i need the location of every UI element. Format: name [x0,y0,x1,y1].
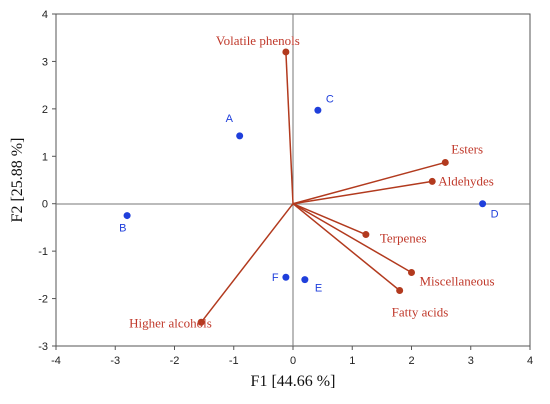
observation-point [314,106,322,114]
vector-line [200,203,294,323]
vector-endpoint [396,287,404,295]
y-tick-labels: 4 3 2 1 0 -1 -2 -3 [38,9,56,353]
y-tick-label: 1 [42,151,48,163]
observation-point [236,132,244,140]
x-tick-label: 0 [290,355,296,367]
observation-point [479,200,487,208]
y-tick-label: 2 [42,104,48,116]
variable-label: Esters [451,141,483,156]
x-tick-label: -4 [51,355,61,367]
vector-endpoint [408,268,415,276]
vector-endpoint [428,177,436,185]
vector-line [285,51,294,204]
x-tick-label: 2 [408,355,414,367]
variable-label: Aldehydes [438,173,494,188]
vector-line [292,203,412,274]
variable-label: Terpenes [380,231,427,246]
vector-endpoint [441,158,449,166]
y-tick-label: -3 [38,341,48,353]
x-tick-labels: -4 -3 -2 -1 0 1 2 3 4 [51,346,533,367]
x-tick-label: 1 [349,355,355,367]
x-tick-label: -1 [229,355,239,367]
vector-line [292,180,433,205]
vector-line [292,203,401,292]
vector-line [292,203,367,236]
x-tick-label: -2 [170,355,180,367]
vector-endpoint [362,231,370,239]
observation-label: B [119,223,126,235]
y-tick-label: -2 [38,294,48,306]
variable-label: Miscellaneous [420,273,495,288]
observation-label: D [491,209,499,221]
y-tick-label: -1 [38,246,48,258]
x-tick-label: 3 [468,355,474,367]
x-tick-label: 4 [527,355,533,367]
observation-label: A [226,113,234,125]
vector-endpoint [197,318,205,326]
observation-label: E [315,283,322,295]
y-tick-label: 3 [42,56,48,68]
x-tick-label: -3 [110,355,120,367]
y-tick-label: 4 [42,9,48,21]
y-axis-title: F2 [25.88 %] [9,138,26,223]
observation-points: A B C D E F [119,93,499,294]
variable-label: Volatile phenols [216,33,300,48]
variable-label: Higher alcohols [129,315,212,330]
variable-vectors: Volatile phenols Esters Aldehydes Terpenes M… [129,33,494,330]
x-axis-title: F1 [44.66 %] [251,373,336,390]
variable-label: Fatty acids [392,305,449,320]
observation-point [282,273,290,281]
observation-point [301,276,309,284]
vector-endpoint [282,48,290,56]
observation-point [123,212,131,220]
vector-line [292,161,446,205]
observation-label: C [326,93,334,105]
observation-label: F [272,272,279,284]
y-tick-label: 0 [42,199,48,211]
